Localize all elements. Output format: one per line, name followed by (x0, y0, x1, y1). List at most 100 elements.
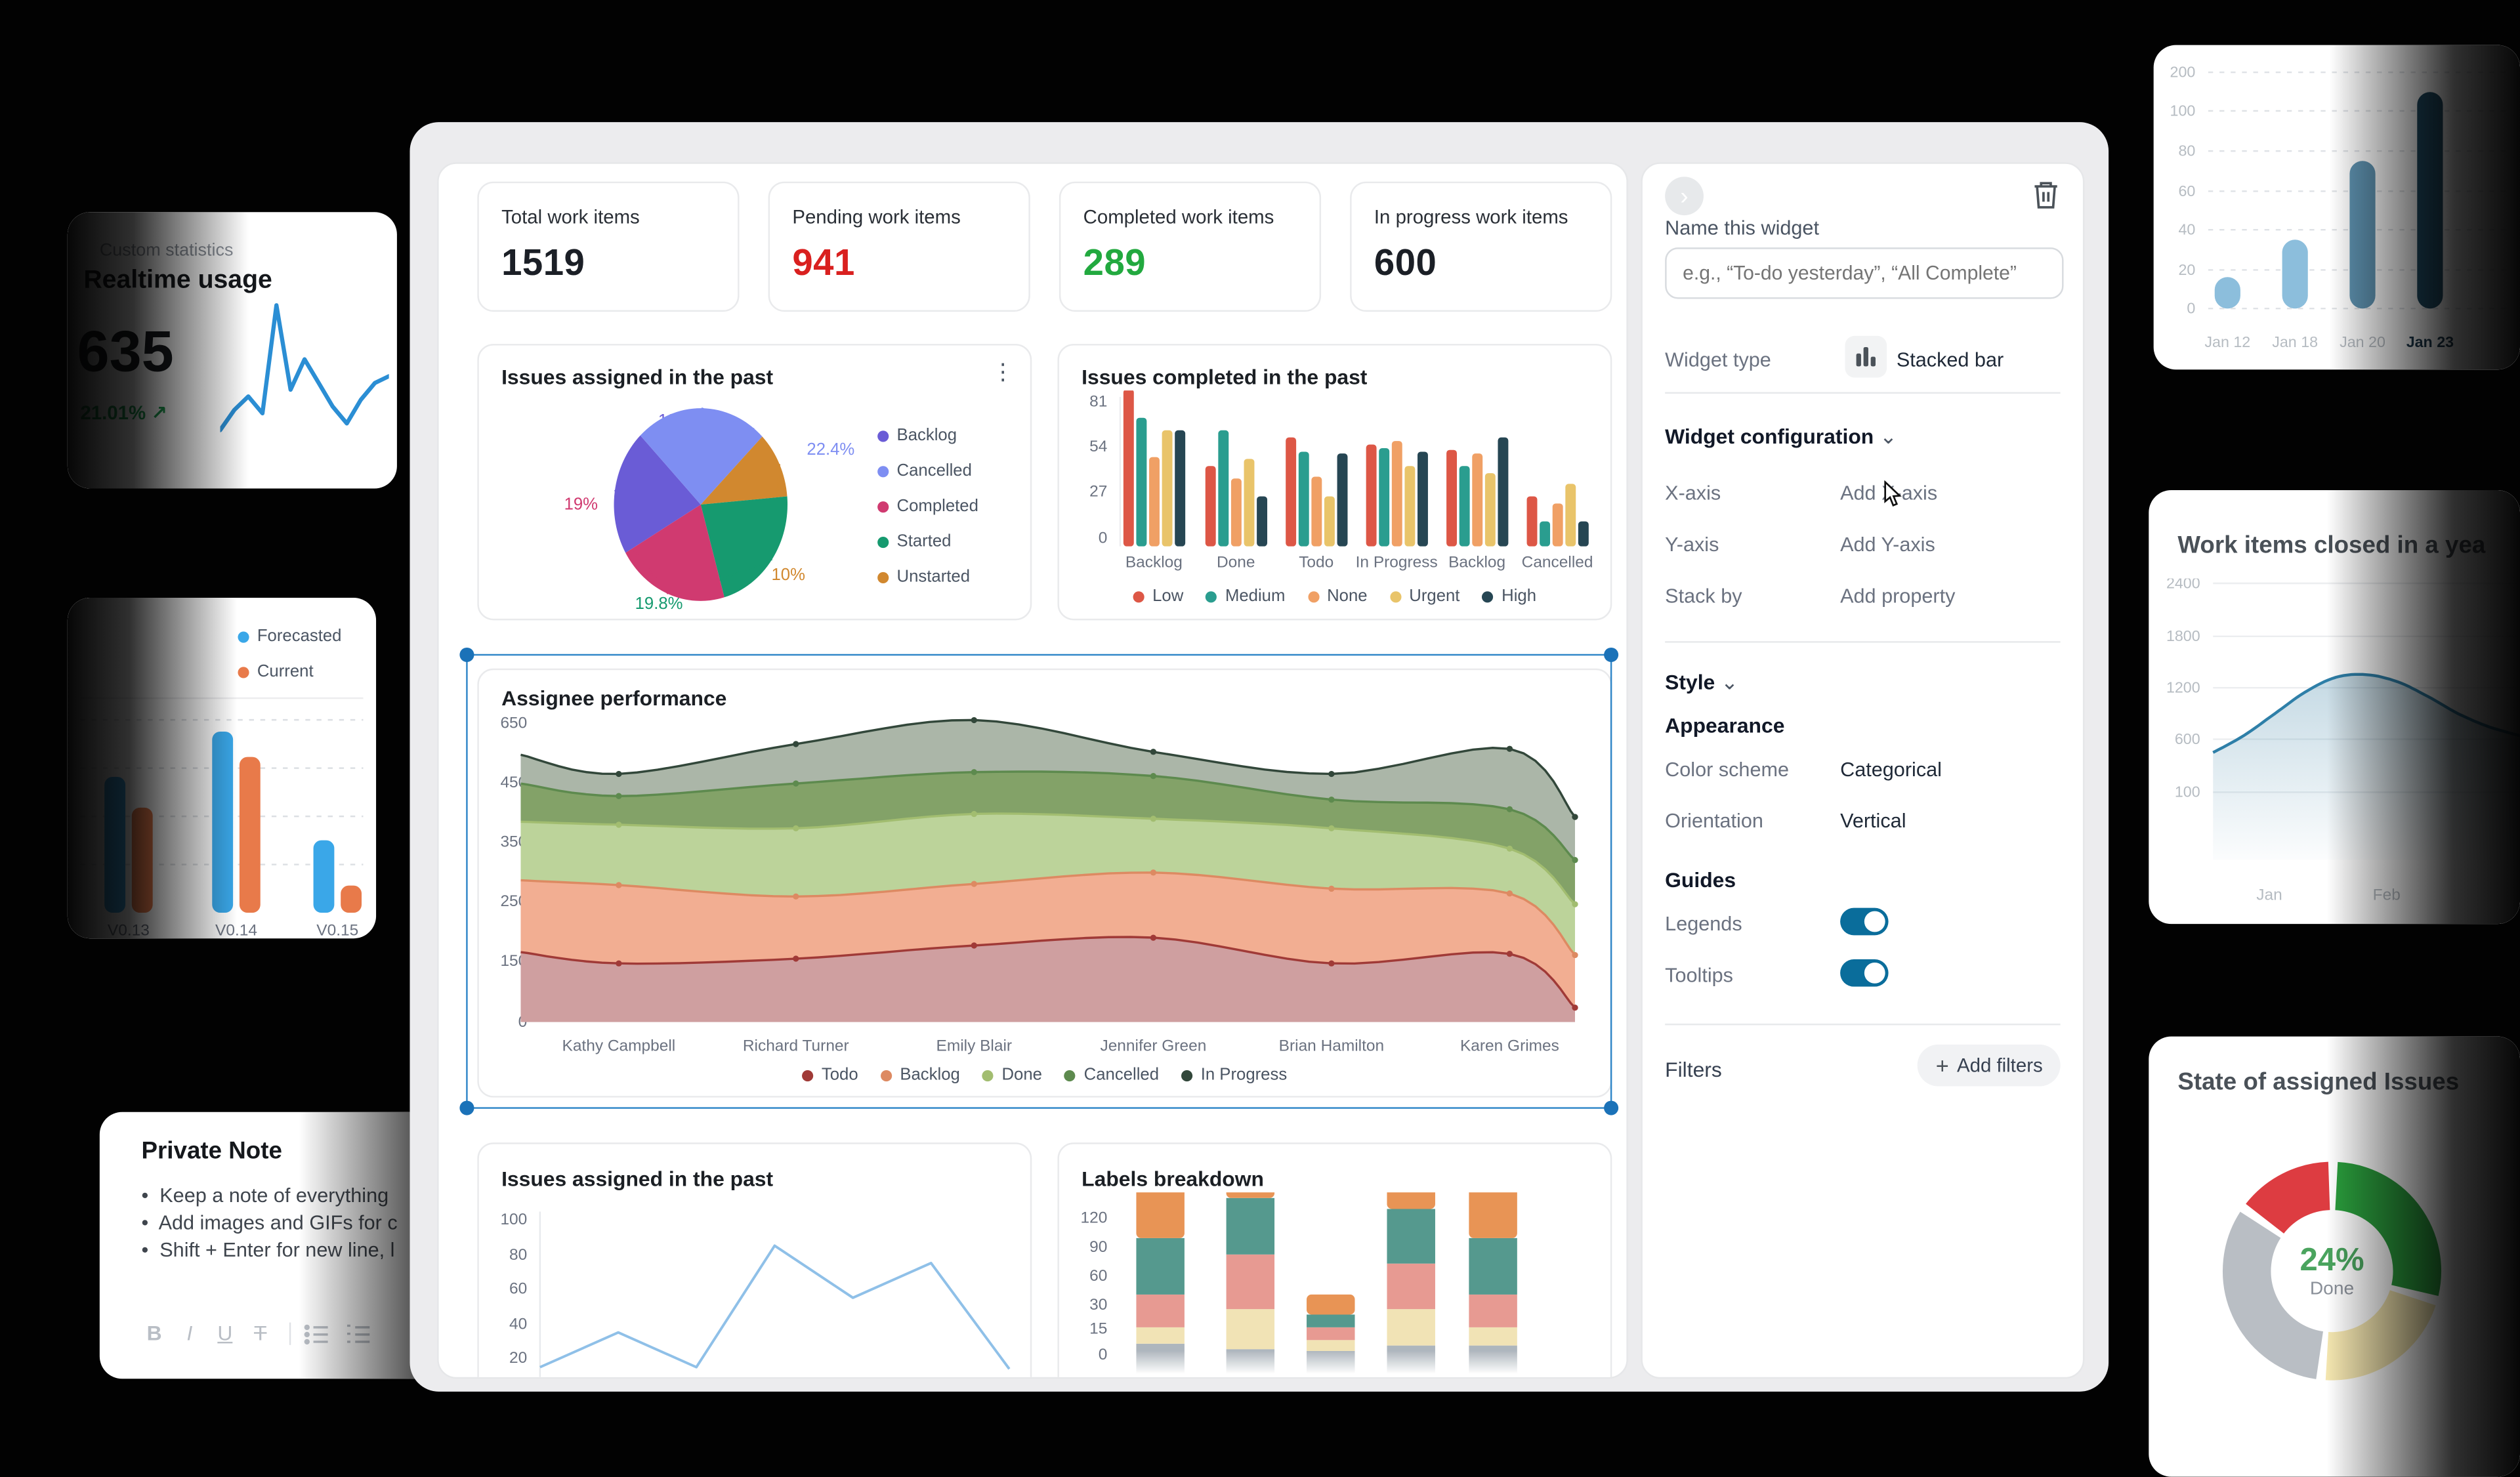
card-title: Assignee performance (501, 686, 727, 711)
svg-text:Karen Grimes: Karen Grimes (1460, 1037, 1559, 1055)
svg-text:80: 80 (509, 1246, 527, 1264)
stat-card-total[interactable]: Total work items 1519 (477, 181, 740, 312)
svg-text:600: 600 (2175, 730, 2200, 747)
note-toolbar: B I U T (138, 1321, 371, 1345)
svg-text:60: 60 (2178, 182, 2195, 199)
svg-text:Todo: Todo (1299, 553, 1334, 571)
legends-toggle[interactable] (1840, 907, 1889, 936)
realtime-usage-card: Custom statistics Realtime usage 635 21.… (67, 212, 397, 489)
svg-text:Jennifer Green: Jennifer Green (1100, 1037, 1206, 1055)
widget-name-input[interactable] (1665, 247, 2064, 299)
legend-item: Urgent (1389, 587, 1460, 606)
realtime-usage-sparkline (220, 303, 389, 432)
svg-text:1200: 1200 (2166, 679, 2200, 696)
stat-value: 289 (1083, 241, 1146, 283)
selection-handle[interactable] (459, 1100, 474, 1115)
stat-value: 600 (1374, 241, 1437, 283)
selection-handle[interactable] (459, 647, 474, 662)
forecast-chart-card: Forecasted Current V0.13 V0.14 V0.15 (67, 598, 377, 939)
stat-card-pending[interactable]: Pending work items 941 (768, 181, 1030, 312)
svg-text:V0.14: V0.14 (215, 921, 257, 938)
svg-text:20: 20 (509, 1349, 527, 1367)
assigned-issues-title: State of assigned Issues (2177, 1068, 2460, 1096)
realtime-usage-title: Realtime usage (83, 266, 272, 295)
svg-text:Brian Hamilton: Brian Hamilton (1279, 1037, 1384, 1055)
tooltips-toggle[interactable] (1840, 959, 1889, 987)
stack-by-label: Stack by (1665, 585, 1742, 608)
svg-text:27: 27 (1089, 483, 1107, 501)
selection-handle[interactable] (1604, 1100, 1619, 1115)
strikethrough-icon[interactable]: T (253, 1321, 267, 1345)
chevron-down-icon: ⌄ (1880, 424, 1897, 449)
issues-assigned-pie-card[interactable]: Issues assigned in the past ⋮ 19% 22.4% 10… (477, 344, 1032, 621)
kebab-menu-icon[interactable]: ⋮ (992, 358, 1015, 385)
svg-text:10%: 10% (772, 566, 805, 584)
issues-completed-card[interactable]: Issues completed in the past 81 54 27 0 Back… (1057, 344, 1612, 621)
svg-text:90: 90 (1089, 1238, 1107, 1256)
underline-icon[interactable]: U (217, 1321, 233, 1345)
legend-item: Low (1133, 587, 1183, 606)
svg-text:60: 60 (509, 1279, 527, 1297)
divider (289, 1321, 291, 1344)
x-axis-label: X-axis (1665, 482, 1721, 505)
legend-item: Forecasted (238, 627, 341, 646)
bold-icon[interactable]: B (146, 1321, 162, 1345)
delete-widget-button[interactable] (2032, 178, 2061, 211)
svg-text:40: 40 (509, 1315, 527, 1333)
svg-text:Jan: Jan (2256, 886, 2282, 904)
assignee-performance-card[interactable]: Assignee performance 0150250350450650Kat… (477, 668, 1612, 1098)
chevron-right-icon: › (1680, 182, 1689, 210)
issues-assigned-line-card[interactable]: Issues assigned in the past 0 20 40 60 80 100 (477, 1142, 1032, 1377)
stat-card-completed[interactable]: Completed work items 289 (1059, 181, 1322, 312)
legend-item: Backlog (877, 426, 957, 445)
legend-item: Done (982, 1066, 1042, 1085)
svg-text:80: 80 (2178, 142, 2195, 159)
donut-center-label: Done (2309, 1279, 2355, 1300)
widget-config-panel: › Name this widget Widget type Stacked b… (1641, 162, 2085, 1379)
widget-configuration-section[interactable]: Widget configuration ⌄ (1665, 424, 1897, 449)
issues-completed-bar-chart: 81 54 27 0 Backlog Done Todo In Progress Backlog… (1089, 390, 1593, 571)
svg-text:100: 100 (2175, 783, 2200, 801)
labels-breakdown-card[interactable]: Labels breakdown 0 15 30 60 90 120 Bugs Design F… (1057, 1142, 1612, 1377)
donut-center-value: 24% (2300, 1243, 2364, 1279)
stat-card-inprogress[interactable]: In progress work items 600 (1350, 181, 1612, 312)
color-scheme-value[interactable]: Categorical (1840, 758, 1942, 781)
widget-type-value[interactable]: Stacked bar (1896, 348, 2004, 371)
bullet-list-icon[interactable] (304, 1321, 329, 1344)
widget-type-button[interactable] (1845, 335, 1887, 378)
add-property-button[interactable]: Add property (1840, 585, 1956, 608)
style-section[interactable]: Style ⌄ (1665, 670, 1738, 694)
svg-text:81: 81 (1089, 393, 1107, 411)
stat-label: In progress work items (1374, 205, 1568, 228)
legend-item: Cancelled (877, 461, 972, 480)
items-closed-bar-chart: 0 20 40 60 80 100 200 Jan 12 Jan 18 Jan 20 Jan 23 (2170, 64, 2511, 350)
appearance-heading: Appearance (1665, 713, 1785, 738)
private-note-body[interactable]: • Keep a note of everything • Add images… (142, 1182, 398, 1264)
italic-icon[interactable]: I (186, 1321, 193, 1345)
card-title: Labels breakdown (1082, 1166, 1264, 1191)
legend-item: Unstarted (877, 567, 970, 587)
forecast-legend: Forecasted Current (238, 627, 341, 681)
orientation-value[interactable]: Vertical (1840, 810, 1906, 833)
add-y-axis-button[interactable]: Add Y-axis (1840, 533, 1935, 556)
forecast-bar-chart: V0.13 V0.14 V0.15 (80, 718, 364, 938)
svg-text:20: 20 (2178, 261, 2195, 278)
svg-text:100: 100 (500, 1211, 527, 1228)
svg-text:Jan 18: Jan 18 (2272, 333, 2318, 350)
private-note-title: Private Note (141, 1137, 282, 1165)
selection-handle[interactable] (1604, 647, 1619, 662)
donut-center: 24% Done (2300, 1243, 2364, 1299)
realtime-usage-delta: 21.01% ↗ (80, 402, 167, 425)
svg-text:0: 0 (2187, 300, 2195, 317)
legends-label: Legends (1665, 913, 1742, 936)
numbered-list-icon[interactable] (346, 1321, 371, 1344)
add-filters-button[interactable]: + Add filters (1918, 1044, 2061, 1087)
stat-label: Completed work items (1083, 205, 1274, 228)
svg-text:54: 54 (1089, 438, 1107, 455)
stat-value: 1519 (501, 241, 585, 283)
work-items-closed-title: Work items closed in a yea (2177, 531, 2486, 560)
collapse-panel-button[interactable]: › (1665, 177, 1704, 216)
